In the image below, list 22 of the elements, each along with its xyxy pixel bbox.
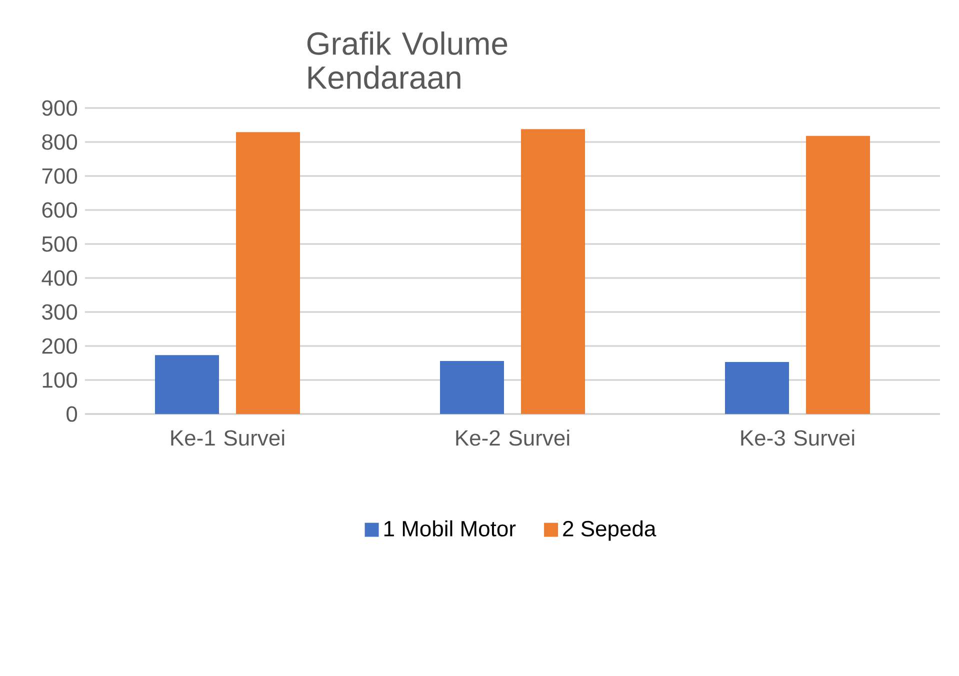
chart-title: Grafik Volume Kendaraan — [307, 31, 508, 89]
legend-label: 2 Sepeda — [563, 520, 656, 541]
y-tick-label: 400 — [42, 270, 78, 286]
y-tick-label: 200 — [42, 338, 78, 354]
y-tick-label: 0 — [66, 406, 78, 422]
bar — [521, 129, 586, 414]
x-tick-label: Ke-1 Survei — [171, 430, 284, 446]
bar — [806, 136, 870, 414]
bar — [236, 132, 300, 414]
x-tick-label: Ke-2 Survei — [456, 430, 570, 446]
y-tick-label: 600 — [42, 202, 78, 218]
y-tick-label: 700 — [42, 168, 78, 184]
y-tick-label: 800 — [42, 134, 78, 150]
legend-label: 1 Mobil Motor — [384, 520, 516, 536]
y-tick-label: 100 — [42, 372, 78, 388]
bar — [440, 360, 504, 414]
bar — [725, 362, 789, 414]
y-tick-label: 500 — [42, 236, 78, 252]
y-tick-label: 900 — [42, 100, 78, 116]
bar — [155, 355, 220, 414]
x-tick-label: Ke-3 Survei — [741, 430, 854, 446]
y-tick-label: 300 — [42, 304, 78, 320]
